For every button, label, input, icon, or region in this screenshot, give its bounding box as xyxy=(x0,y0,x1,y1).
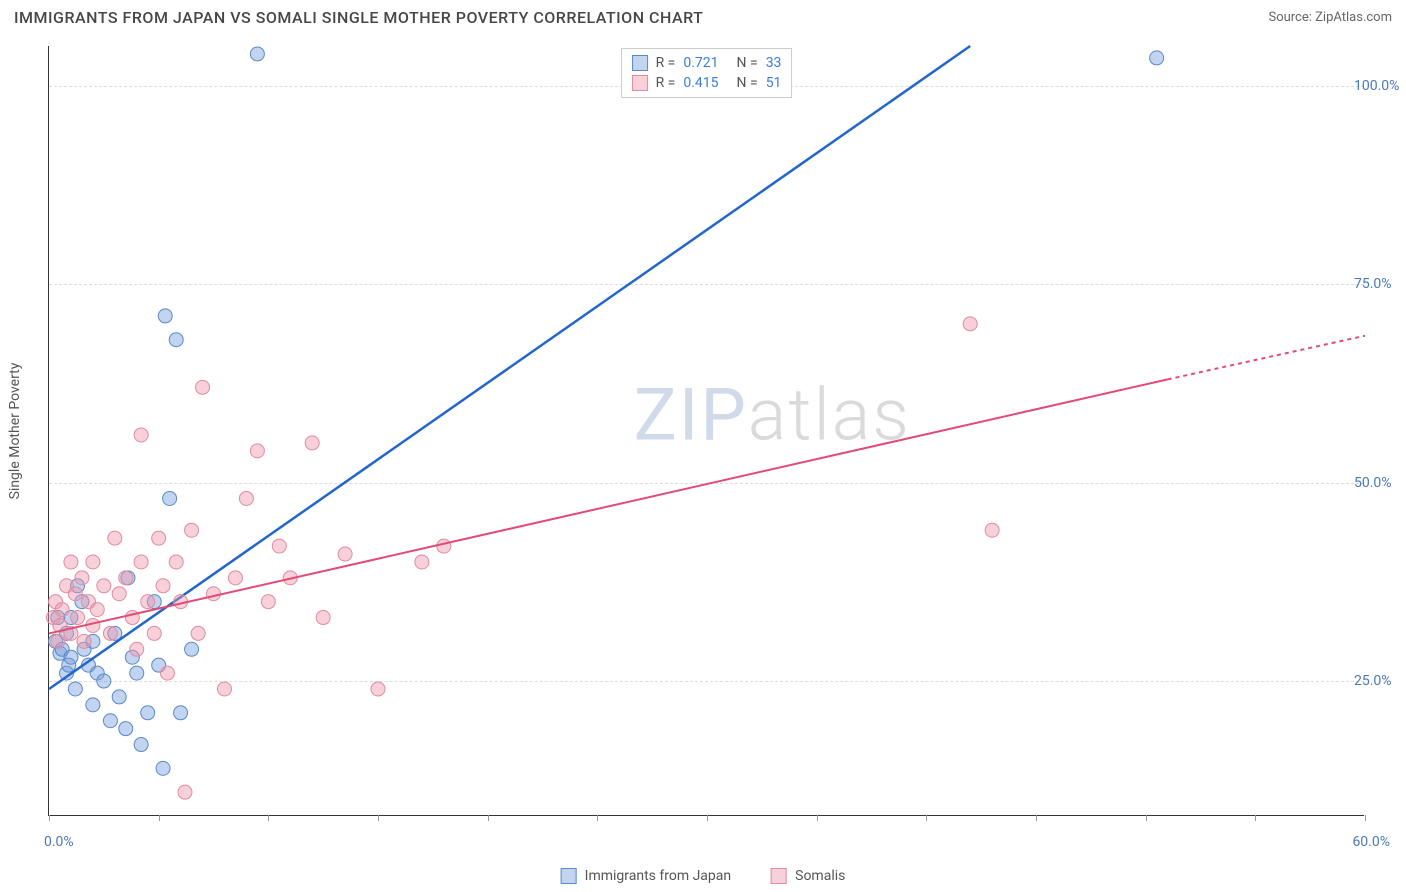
legend-swatch-somali-icon xyxy=(771,868,787,884)
data-point xyxy=(141,595,155,609)
data-point xyxy=(71,611,85,625)
data-point xyxy=(163,491,177,505)
r-value-somali: 0.415 xyxy=(683,75,718,91)
data-point xyxy=(305,436,319,450)
data-point xyxy=(437,539,451,553)
data-point xyxy=(108,531,122,545)
data-point xyxy=(119,722,133,736)
x-tick xyxy=(597,815,598,821)
legend-label-somali: Somalis xyxy=(795,868,845,884)
trend-line xyxy=(49,46,970,689)
x-tick xyxy=(159,815,160,821)
data-point xyxy=(160,666,174,680)
data-point xyxy=(196,380,210,394)
data-point xyxy=(228,571,242,585)
data-point xyxy=(134,555,148,569)
data-point xyxy=(185,523,199,537)
y-axis-label: Single Mother Poverty xyxy=(7,362,23,499)
chart-area: Single Mother Poverty ZIPatlas R = 0.721… xyxy=(48,46,1364,816)
x-tick xyxy=(1146,815,1147,821)
data-point xyxy=(130,666,144,680)
data-point xyxy=(250,47,264,61)
data-point xyxy=(316,611,330,625)
legend-correlation: R = 0.721 N = 33 R = 0.415 N = 51 xyxy=(621,48,793,98)
n-value-somali: 51 xyxy=(766,75,782,91)
x-tick-60: 60.0% xyxy=(1352,834,1390,850)
data-point xyxy=(963,317,977,331)
data-point xyxy=(119,571,133,585)
x-tick xyxy=(1036,815,1037,821)
legend-item-japan: Immigrants from Japan xyxy=(561,868,731,884)
legend-row-somali: R = 0.415 N = 51 xyxy=(632,73,782,93)
data-point xyxy=(371,682,385,696)
data-point xyxy=(147,626,161,640)
legend-label-japan: Immigrants from Japan xyxy=(585,868,731,884)
data-point xyxy=(217,682,231,696)
data-point xyxy=(130,642,144,656)
data-point xyxy=(178,785,192,799)
source-label: Source: ZipAtlas.com xyxy=(1268,10,1392,25)
x-tick xyxy=(817,815,818,821)
legend-swatch-japan-icon xyxy=(561,868,577,884)
data-point xyxy=(985,523,999,537)
legend-bottom: Immigrants from Japan Somalis xyxy=(561,868,846,884)
data-point xyxy=(272,539,286,553)
data-point xyxy=(51,634,65,648)
data-point xyxy=(134,428,148,442)
data-point xyxy=(68,587,82,601)
data-point xyxy=(86,698,100,712)
legend-item-somali: Somalis xyxy=(771,868,845,884)
data-point xyxy=(77,634,91,648)
x-tick xyxy=(1365,815,1366,821)
data-point xyxy=(207,587,221,601)
data-point xyxy=(86,555,100,569)
data-point xyxy=(134,738,148,752)
data-point xyxy=(156,579,170,593)
r-value-japan: 0.721 xyxy=(683,55,718,71)
data-point xyxy=(1150,51,1164,65)
x-tick xyxy=(378,815,379,821)
data-point xyxy=(158,309,172,323)
x-tick xyxy=(1255,815,1256,821)
n-value-japan: 33 xyxy=(766,55,782,71)
data-point xyxy=(97,674,111,688)
data-point xyxy=(64,555,78,569)
data-point xyxy=(169,333,183,347)
data-point xyxy=(97,579,111,593)
data-point xyxy=(141,706,155,720)
data-point xyxy=(415,555,429,569)
x-tick xyxy=(488,815,489,821)
data-point xyxy=(185,642,199,656)
data-point xyxy=(68,682,82,696)
data-point xyxy=(90,603,104,617)
data-point xyxy=(261,595,275,609)
data-point xyxy=(250,444,264,458)
x-tick-0: 0.0% xyxy=(44,834,74,850)
legend-swatch-somali xyxy=(632,75,648,91)
data-point xyxy=(152,531,166,545)
data-point xyxy=(75,571,89,585)
data-point xyxy=(174,706,188,720)
legend-row-japan: R = 0.721 N = 33 xyxy=(632,53,782,73)
data-point xyxy=(103,626,117,640)
trend-line xyxy=(49,379,1168,633)
data-point xyxy=(55,603,69,617)
x-tick xyxy=(268,815,269,821)
data-point xyxy=(191,626,205,640)
legend-swatch-japan xyxy=(632,55,648,71)
scatter-plot xyxy=(49,46,1364,815)
data-point xyxy=(103,714,117,728)
x-tick xyxy=(707,815,708,821)
data-point xyxy=(156,761,170,775)
data-point xyxy=(169,555,183,569)
data-point xyxy=(112,587,126,601)
data-point xyxy=(338,547,352,561)
data-point xyxy=(239,491,253,505)
x-tick xyxy=(926,815,927,821)
chart-title: IMMIGRANTS FROM JAPAN VS SOMALI SINGLE M… xyxy=(14,8,703,27)
x-tick xyxy=(49,815,50,821)
data-point xyxy=(64,650,78,664)
data-point xyxy=(112,690,126,704)
trend-line-extension xyxy=(1168,336,1365,380)
